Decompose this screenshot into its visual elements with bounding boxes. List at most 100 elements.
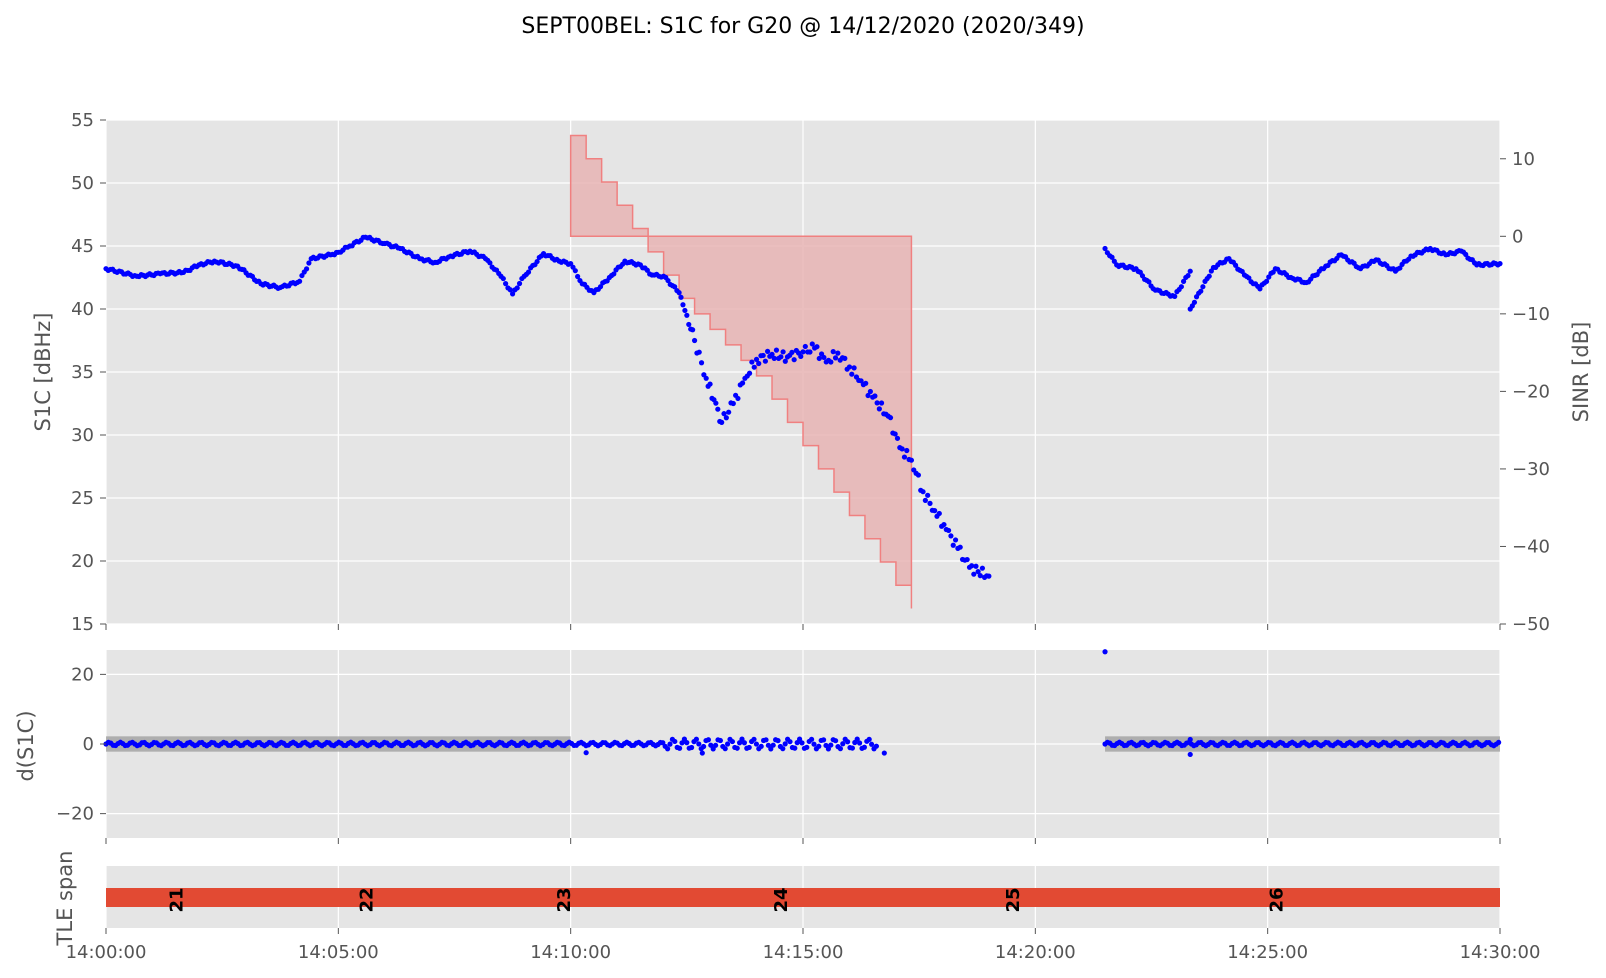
ds1c-point: [775, 738, 781, 744]
x-tick-label: 14:25:00: [1227, 942, 1308, 963]
ds1c-point: [729, 738, 736, 745]
s1c-point: [908, 457, 915, 463]
y-tick-label: 50: [71, 173, 94, 194]
x-tick-label: 14:15:00: [763, 942, 844, 963]
s1c-point: [858, 378, 864, 384]
s1c-point: [676, 290, 682, 296]
s1c-point: [715, 406, 721, 412]
ds1c-point: [787, 739, 793, 745]
s1c-point: [969, 563, 975, 569]
s1c-point: [680, 302, 686, 308]
s1c-point: [487, 260, 493, 266]
s1c-point: [1178, 284, 1184, 290]
s1c-point: [297, 278, 303, 284]
ds1c-point: [672, 738, 678, 745]
ds1c-point: [797, 736, 803, 742]
chart-title: SEPT00BEL: S1C for G20 @ 14/12/2020 (202…: [521, 14, 1084, 39]
tle-panel: 21 22 23 24 25 26 14:00:00 14:05:00 14:10:00 14:…: [53, 851, 1540, 963]
s1c-point: [721, 411, 727, 417]
y2-tick-label: −20: [1512, 381, 1550, 402]
s1c-point: [644, 267, 650, 273]
s1c-point: [800, 349, 806, 355]
ds1c-point: [799, 740, 805, 746]
s1c-point: [1109, 254, 1115, 260]
s1c-point: [665, 277, 671, 284]
ds1c-point: [705, 737, 712, 743]
s1c-point: [534, 258, 540, 265]
s1c-point: [735, 395, 741, 402]
ds1c-point: [770, 742, 776, 748]
s1c-x-tick-marks: [105, 624, 1501, 630]
s1c-point: [762, 358, 768, 364]
ds1c-point: [734, 745, 740, 751]
s1c-point: [964, 556, 970, 563]
ds1c-point: [679, 740, 685, 746]
ds1c-point: [809, 736, 815, 742]
s1c-point: [835, 350, 841, 356]
s1c-point: [516, 280, 523, 287]
s1c-point: [957, 544, 963, 550]
x-tick-label: 14:30:00: [1460, 942, 1541, 963]
s1c-point: [749, 359, 755, 365]
ds1c-point: [861, 744, 868, 750]
s1c-point: [686, 321, 692, 328]
ds1c-point: [821, 737, 827, 743]
y-tick-label: 35: [71, 362, 94, 383]
y-tick-label: 40: [71, 299, 94, 320]
s1c-point: [851, 365, 857, 371]
s1c-point: [842, 355, 848, 361]
s1c-point: [1246, 275, 1252, 281]
ds1c-point: [1187, 751, 1193, 758]
ds1c-x-tick-marks: [105, 838, 1501, 844]
s1c-point: [509, 291, 516, 297]
s1c-point: [672, 284, 678, 290]
s1c-point: [503, 281, 509, 287]
ds1c-y-axis-label: d(S1C): [14, 710, 38, 781]
tle-label: 21: [167, 887, 188, 912]
y-tick-label: 0: [83, 734, 94, 755]
y-tick-label: 20: [71, 551, 94, 572]
s1c-point: [922, 497, 928, 503]
x-tick-label: 14:00:00: [66, 942, 147, 963]
s1c-point: [814, 344, 820, 350]
y-tick-label: 55: [71, 110, 94, 131]
tle-y-axis-label: TLE span: [53, 851, 77, 947]
ds1c-point: [1102, 649, 1108, 655]
s1c-point: [611, 271, 617, 277]
ds1c-point: [725, 741, 731, 747]
s1c-point: [760, 352, 766, 359]
s1c-point: [809, 341, 815, 347]
ds1c-point: [713, 742, 719, 748]
ds1c-point: [696, 741, 702, 747]
ds1c-point: [701, 743, 707, 750]
s1c-point: [1232, 262, 1239, 268]
ds1c-point: [811, 741, 817, 747]
s1c-point: [696, 349, 702, 355]
ds1c-y-ticks: −20 0 20: [56, 664, 106, 825]
s1c-point: [1146, 279, 1152, 285]
s1c-point: [514, 285, 520, 291]
y2-tick-label: 0: [1512, 226, 1523, 247]
s1c-point: [575, 273, 581, 280]
s1c-point: [816, 355, 822, 362]
s1c-point: [901, 454, 908, 460]
ds1c-point: [873, 743, 880, 749]
ds1c-point: [763, 737, 769, 743]
s1c-point: [782, 358, 788, 364]
s1c-point: [863, 380, 869, 386]
s1c-point: [507, 287, 513, 293]
s1c-point: [832, 355, 839, 361]
s1c-point: [684, 312, 690, 318]
ds1c-points-group: [103, 649, 1502, 758]
ds1c-point: [866, 736, 872, 742]
s1c-point: [846, 364, 853, 370]
sinr-y-axis-label: SINR [dB]: [1569, 322, 1593, 423]
s1c-point: [773, 347, 780, 353]
s1c-panel: 15 20 25 30 35 40 45 50 55 −50 −40 −30 −20 −10 0 10 S1…: [31, 110, 1593, 635]
s1c-point: [1257, 286, 1263, 292]
ds1c-point: [857, 740, 863, 746]
s1c-point: [925, 492, 931, 498]
ds1c-point: [780, 746, 786, 752]
s1c-point: [572, 268, 578, 274]
